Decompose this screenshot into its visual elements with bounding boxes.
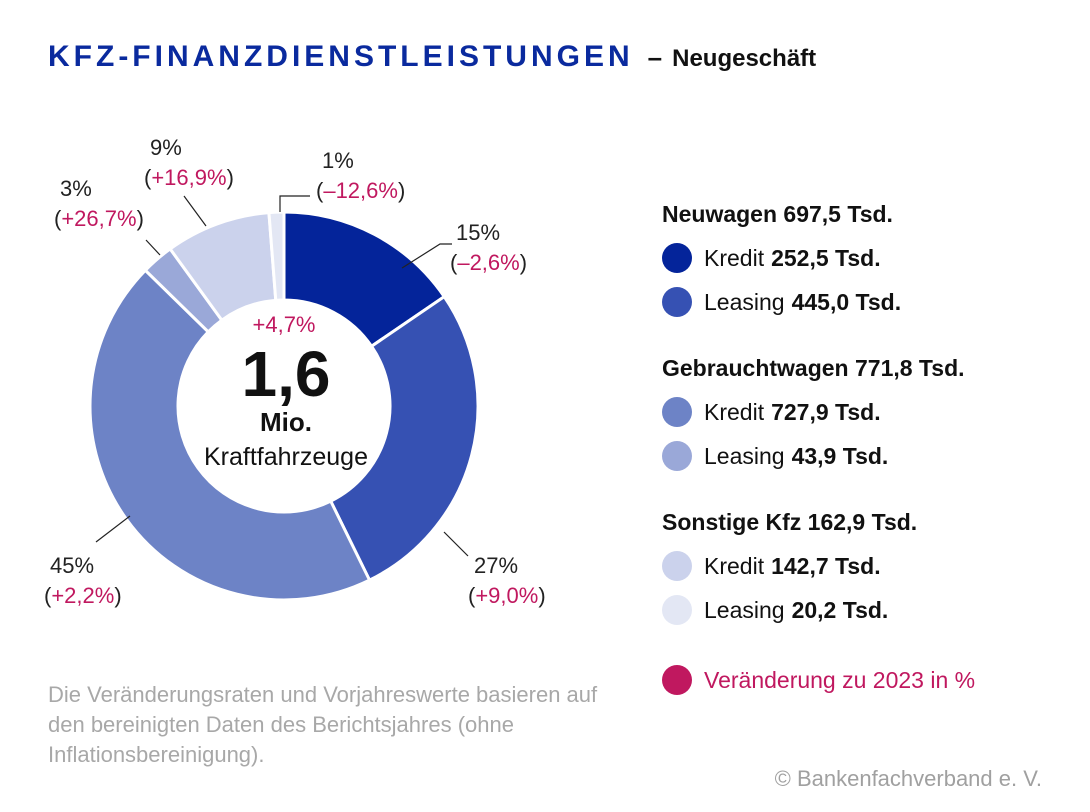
legend-dot <box>662 551 692 581</box>
leader-line <box>145 239 161 256</box>
legend-group-gebrauchtwagen: Gebrauchtwagen 771,8 Tsd. Kredit 727,9 T… <box>662 350 1082 478</box>
donut-slice <box>328 294 480 583</box>
slice-change-label: (–12,6%) <box>316 178 405 203</box>
legend-item-label: Leasing <box>704 288 785 315</box>
legend-change-label: Veränderung zu 2023 in % <box>704 666 976 693</box>
slice-change-label: (+9,0%) <box>468 583 546 608</box>
legend-group-heading: Sonstige Kfz 162,9 Tsd. <box>662 509 918 535</box>
slice-change-label: (+2,2%) <box>44 583 122 608</box>
title-main: KFZ-FINANZDIENSTLEISTUNGEN <box>48 40 634 73</box>
legend-item-label: Leasing <box>704 596 785 623</box>
legend-item: Kredit 142,7 Tsd. <box>662 544 1082 588</box>
legend-group-neuwagen: Neuwagen 697,5 Tsd. Kredit 252,5 Tsd. Le… <box>662 196 1082 324</box>
legend-group-sonstige: Sonstige Kfz 162,9 Tsd. Kredit 142,7 Tsd… <box>662 504 1082 632</box>
legend-item-label: Leasing <box>704 442 785 469</box>
legend-item: Leasing 20,2 Tsd. <box>662 588 1082 632</box>
legend: Neuwagen 697,5 Tsd. Kredit 252,5 Tsd. Le… <box>662 196 1082 702</box>
slice-change-label: (–2,6%) <box>450 250 527 275</box>
donut-slice <box>267 210 286 302</box>
legend-item: Kredit 252,5 Tsd. <box>662 236 1082 280</box>
legend-group-heading: Neuwagen 697,5 Tsd. <box>662 201 893 227</box>
legend-item-label: Kredit <box>704 398 765 425</box>
leader-line <box>443 531 469 557</box>
legend-dot <box>662 595 692 625</box>
slice-change-label: (+26,7%) <box>54 206 144 231</box>
slice-labels: 15% (–2,6%) 27% (+9,0%) 45% (+2,2%) 3% (+26,7%)… <box>44 135 546 608</box>
legend-item-label: Kredit <box>704 552 765 579</box>
slice-percent-label: 3% <box>60 176 92 201</box>
legend-item-value: 727,9 Tsd. <box>771 398 881 425</box>
donut-slice <box>88 268 372 602</box>
leader-line <box>279 195 310 212</box>
slice-change-label: (+16,9%) <box>144 165 234 190</box>
legend-item-value: 252,5 Tsd. <box>771 244 881 271</box>
legend-item-value: 142,7 Tsd. <box>771 552 881 579</box>
legend-item: Kredit 727,9 Tsd. <box>662 390 1082 434</box>
chart-title: KFZ-FINANZDIENSTLEISTUNGEN – Neugeschäft <box>48 40 816 74</box>
legend-dot <box>662 397 692 427</box>
slice-percent-label: 9% <box>150 135 182 160</box>
copyright: © Bankenfachverband e. V. <box>774 766 1042 791</box>
center-unit: Mio. <box>260 407 312 437</box>
legend-dot <box>662 665 692 695</box>
center-change: +4,7% <box>253 312 316 337</box>
legend-item: Leasing 43,9 Tsd. <box>662 434 1082 478</box>
legend-change-item: Veränderung zu 2023 in % <box>662 658 1082 702</box>
legend-item-value: 445,0 Tsd. <box>791 288 902 315</box>
slice-percent-label: 45% <box>50 553 94 578</box>
title-sub: Neugeschäft <box>672 45 817 72</box>
leader-lines <box>95 195 469 557</box>
legend-dot <box>662 441 692 471</box>
slice-percent-label: 1% <box>322 148 354 173</box>
slice-percent-label: 15% <box>456 220 500 245</box>
center-label: Kraftfahrzeuge <box>204 443 368 471</box>
slice-percent-label: 27% <box>474 553 518 578</box>
legend-item-value: 43,9 Tsd. <box>791 442 889 469</box>
leader-line <box>401 243 452 269</box>
footnote: Die Veränderungsraten und Vorjahreswerte… <box>48 682 598 767</box>
legend-item: Leasing 445,0 Tsd. <box>662 280 1082 324</box>
legend-dot <box>662 243 692 273</box>
center-value: 1,6 <box>242 338 331 410</box>
leader-line <box>95 515 131 543</box>
title-dash: – <box>647 42 663 72</box>
legend-dot <box>662 287 692 317</box>
donut-slices <box>88 210 480 602</box>
legend-item-value: 20,2 Tsd. <box>791 596 889 623</box>
leader-line <box>183 195 207 227</box>
legend-group-heading: Gebrauchtwagen 771,8 Tsd. <box>662 355 965 381</box>
donut-chart: 15% (–2,6%) 27% (+9,0%) 45% (+2,2%) 3% (+26,7%)… <box>44 135 546 608</box>
legend-item-label: Kredit <box>704 244 765 271</box>
